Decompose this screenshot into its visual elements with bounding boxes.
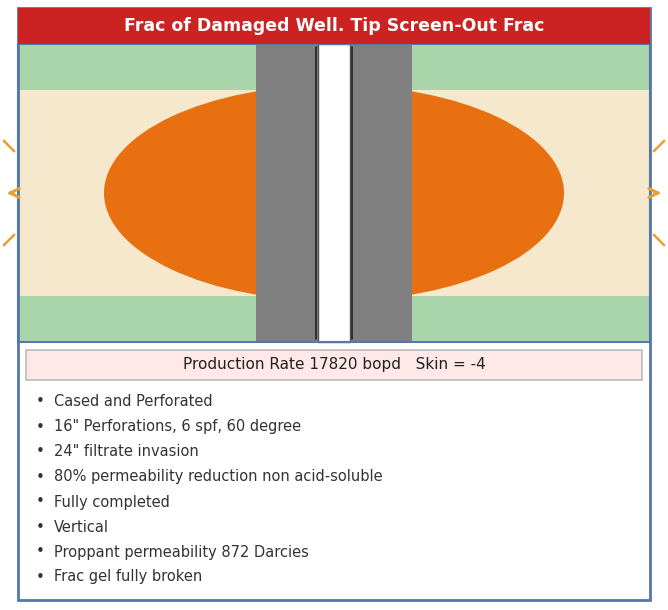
Text: •: • [35,470,45,484]
Text: •: • [35,545,45,559]
Bar [18,44,650,342]
Text: •: • [35,445,45,459]
Bar [18,296,256,342]
Text: Fully completed: Fully completed [54,495,170,509]
Bar [350,44,412,342]
Text: •: • [35,495,45,509]
Text: Frac gel fully broken: Frac gel fully broken [54,570,202,584]
Text: Vertical: Vertical [54,520,109,534]
Text: •: • [35,420,45,434]
Text: Frac of Damaged Well. Tip Screen-Out Frac: Frac of Damaged Well. Tip Screen-Out Fra… [124,17,544,35]
Text: 24" filtrate invasion: 24" filtrate invasion [54,445,199,459]
Text: Proppant permeability 872 Darcies: Proppant permeability 872 Darcies [54,545,309,559]
Ellipse shape [104,85,564,301]
Bar [318,44,350,342]
FancyBboxPatch shape [26,350,642,380]
Bar [18,44,650,342]
Bar [18,44,256,90]
Text: Production Rate 17820 bopd   Skin = -4: Production Rate 17820 bopd Skin = -4 [182,357,486,373]
Text: 16" Perforations, 6 spf, 60 degree: 16" Perforations, 6 spf, 60 degree [54,420,301,434]
Text: •: • [35,520,45,534]
Text: •: • [35,570,45,584]
Text: 80% permeability reduction non acid-soluble: 80% permeability reduction non acid-solu… [54,470,383,484]
Bar [256,44,318,342]
Text: Cased and Perforated: Cased and Perforated [54,395,212,409]
Bar [18,8,650,44]
Bar [412,44,650,90]
Text: •: • [35,395,45,409]
Bar [412,296,650,342]
